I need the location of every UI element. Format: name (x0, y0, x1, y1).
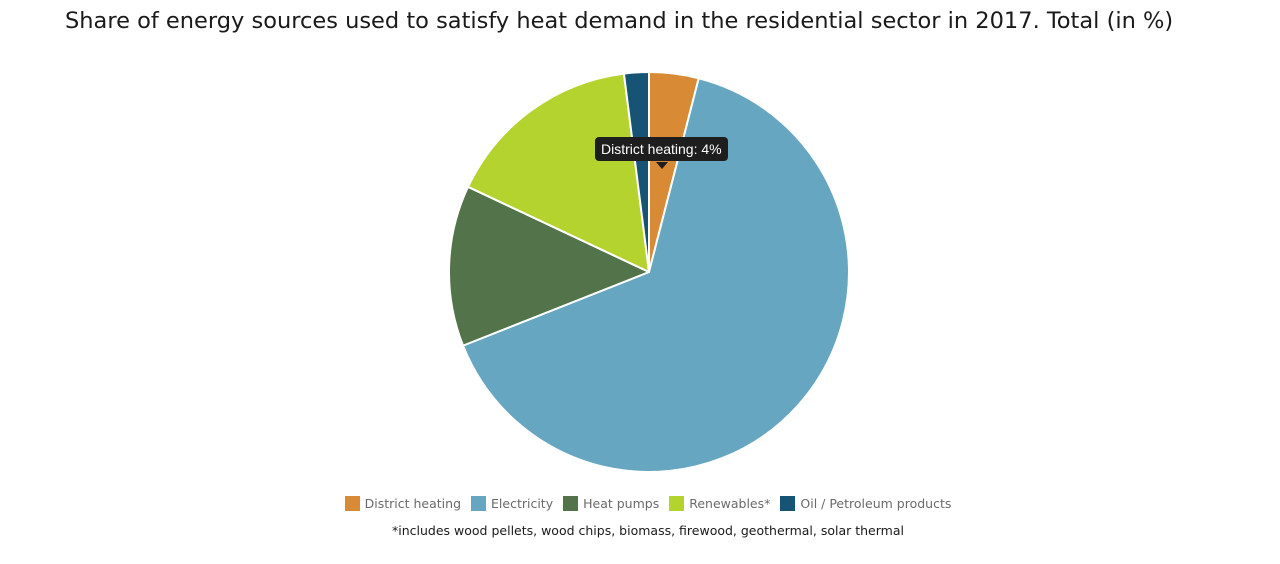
chart-footnote: *includes wood pellets, wood chips, biom… (392, 523, 904, 538)
legend-label: Oil / Petroleum products (800, 496, 952, 511)
legend-swatch (563, 496, 579, 511)
legend-label: Heat pumps (583, 496, 660, 511)
legend-item[interactable]: Heat pumps (563, 496, 659, 511)
legend-label: Renewables* (689, 496, 771, 511)
chart-legend: District heating Electricity Heat pumps Ren… (0, 496, 1280, 511)
legend-label: Electricity (491, 496, 554, 511)
legend-item[interactable]: Oil / Petroleum products (780, 496, 951, 511)
tooltip-pointer (656, 162, 668, 169)
pie-slice-electricity[interactable] (462, 77, 850, 473)
legend-label: District heating (364, 496, 462, 511)
pie-slice-heat-pumps[interactable] (448, 185, 650, 347)
legend-swatch (471, 496, 487, 511)
pie-slice-oil-petroleum-products[interactable] (622, 71, 650, 273)
slice-tooltip: District heating: 4% (595, 137, 728, 161)
legend-swatch (669, 496, 685, 511)
legend-swatch (780, 496, 796, 511)
chart-title: Share of energy sources used to satisfy … (65, 8, 1174, 34)
legend-item[interactable]: Renewables* (669, 496, 770, 511)
pie-slice-renewables[interactable] (467, 72, 650, 273)
legend-swatch (344, 496, 360, 511)
pie-chart[interactable] (0, 0, 1280, 490)
legend-item[interactable]: District heating (344, 496, 462, 511)
legend-item[interactable]: Electricity (471, 496, 553, 511)
